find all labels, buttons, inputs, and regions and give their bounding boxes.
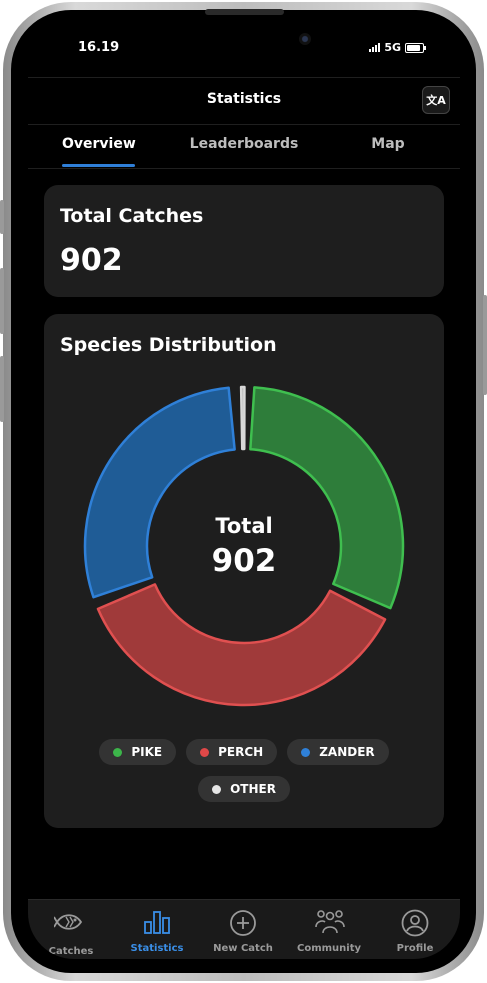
- donut-center-label: Total: [215, 514, 273, 538]
- notch: [155, 25, 333, 61]
- nav-new-catch[interactable]: New Catch: [200, 900, 286, 959]
- mute-switch: [0, 200, 4, 234]
- legend-label: ZANDER: [319, 745, 375, 759]
- legend-item-other[interactable]: OTHER: [198, 776, 290, 802]
- donut-slice-pike[interactable]: [249, 386, 405, 610]
- total-catches-title: Total Catches: [60, 205, 204, 227]
- tab-overview[interactable]: Overview: [62, 136, 136, 152]
- nav-community[interactable]: Community: [286, 900, 372, 959]
- donut-slice-perch[interactable]: [96, 583, 387, 707]
- legend-dot: [301, 747, 311, 757]
- tab-leaderboards[interactable]: Leaderboards: [189, 136, 299, 152]
- legend-label: OTHER: [230, 782, 276, 796]
- bottom-nav: Catches Statistics New Catch: [28, 899, 460, 959]
- nav-statistics[interactable]: Statistics: [114, 900, 200, 959]
- status-indicators: 5G: [369, 41, 426, 54]
- nav-label: Catches: [48, 946, 94, 957]
- donut-slice-other[interactable]: [239, 385, 246, 451]
- nav-profile[interactable]: Profile: [372, 900, 458, 959]
- volume-down-button: [0, 356, 4, 422]
- legend-dot: [212, 784, 222, 794]
- legend-dot: [113, 747, 123, 757]
- volume-up-button: [0, 268, 4, 334]
- battery-icon: [405, 42, 426, 53]
- translate-button[interactable]: 文A: [422, 86, 450, 114]
- plus-circle-icon: [230, 910, 256, 936]
- nav-label: Community: [296, 943, 361, 954]
- bar-chart-icon: [144, 911, 170, 934]
- legend-item-pike[interactable]: PIKE: [99, 739, 177, 765]
- species-distribution-card: Species Distribution Total 902 PIKE PERC…: [44, 314, 444, 828]
- app-header: Statistics 文A: [28, 77, 460, 125]
- fish-icon: [54, 914, 83, 930]
- tab-map[interactable]: Map: [371, 136, 405, 152]
- legend-item-zander[interactable]: ZANDER: [287, 739, 389, 765]
- legend-row-1: PIKE PERCH ZANDER: [44, 739, 444, 765]
- legend-label: PERCH: [218, 745, 264, 759]
- translate-icon: 文A: [426, 94, 446, 107]
- total-catches-card: Total Catches 902: [44, 185, 444, 297]
- total-catches-value: 902: [60, 243, 123, 278]
- legend-row-2: OTHER: [44, 776, 444, 802]
- species-donut-chart: [83, 385, 405, 707]
- speaker-grille: [205, 9, 284, 15]
- network-type: 5G: [384, 41, 401, 54]
- people-icon: [315, 910, 345, 934]
- page-title: Statistics: [206, 91, 282, 107]
- nav-label: Statistics: [130, 943, 184, 954]
- camera-icon: [299, 33, 311, 45]
- nav-catches[interactable]: Catches: [28, 900, 114, 959]
- donut-slice-zander[interactable]: [83, 386, 236, 599]
- donut-center-value: 902: [211, 543, 277, 579]
- legend-dot: [200, 747, 210, 757]
- power-button: [483, 295, 487, 395]
- nav-label: Profile: [396, 943, 434, 954]
- legend-label: PIKE: [131, 745, 163, 759]
- signal-icon: [369, 43, 381, 52]
- species-distribution-title: Species Distribution: [60, 334, 277, 356]
- legend-item-perch[interactable]: PERCH: [186, 739, 278, 765]
- user-circle-icon: [401, 909, 429, 937]
- status-time: 16.19: [78, 40, 120, 55]
- active-tab-indicator: [62, 164, 135, 167]
- nav-label: New Catch: [213, 943, 273, 954]
- tab-bar: Overview Leaderboards Map: [28, 124, 460, 169]
- screen: 16.19 5G Statistics 文A Overview Leaderbo…: [28, 25, 460, 959]
